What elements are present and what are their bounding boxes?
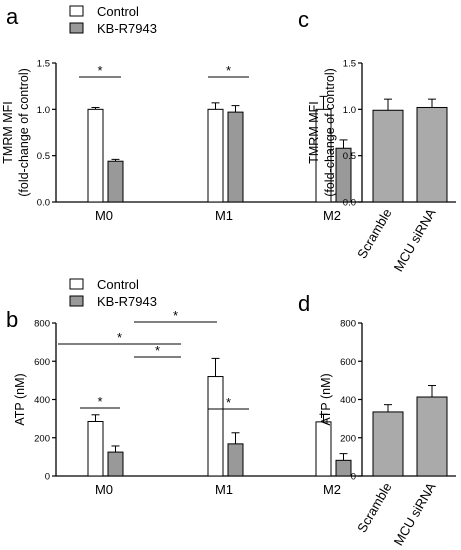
panel-label-a: a [6,4,19,29]
legend-label: Control [97,4,139,19]
y-tick-label: 0.0 [343,198,356,209]
legend-swatch [69,5,84,17]
y-axis-label: TMRM MFI [1,101,15,163]
y-tick-label: 1.0 [343,105,356,116]
x-category-label: MCU siRNA [391,480,439,548]
y-tick-label: 1.5 [343,59,356,70]
y-tick-label: 0.5 [343,151,356,162]
bar [207,108,224,203]
bar [416,106,448,203]
significance-star: * [173,308,178,323]
y-tick-label: 600 [34,357,50,368]
y-tick-label: 0 [351,472,356,483]
bar [107,160,124,203]
y-axis-label: (fold-change of control) [17,68,31,197]
x-category-label: M2 [323,482,341,497]
y-axis-label: ATP (nM) [319,373,333,425]
y-tick-label: 1.0 [37,105,50,116]
panel-label-c: c [298,7,309,32]
x-category-label: M1 [215,482,233,497]
bar [87,420,104,477]
x-category-label: M2 [323,208,341,223]
x-category-label: M0 [95,208,113,223]
y-axis-label: ATP (nM) [13,373,27,425]
y-tick-label: 0.5 [37,151,50,162]
legend-swatch [69,22,84,34]
significance-star: * [226,395,231,410]
chart-c: 0.0 0.5 1.0 1.5 TMRM MFI (fold-change of cont… [307,59,456,274]
bar [227,111,244,203]
x-category-label: M0 [95,482,113,497]
significance-star: * [155,343,160,358]
significance-star: * [117,330,122,345]
significance-star: * [226,63,231,78]
legend-label: KB-R7943 [97,21,157,36]
bar [335,459,352,477]
bar [207,376,224,477]
significance-star: * [97,63,102,78]
legend-label: KB-R7943 [97,294,157,309]
panel-label-b: b [6,307,18,332]
y-tick-label: 600 [340,357,356,368]
y-tick-label: 0.0 [37,198,50,209]
x-category-label: Scramble [354,206,394,261]
x-category-label: M1 [215,208,233,223]
y-axis-label: (fold-change of control) [323,68,337,197]
chart-b: 0 200 400 600 800 ATP (nM) M0 M1 M2 Control KB-R79… [13,277,362,497]
bar [372,411,404,477]
x-category-label: Scramble [354,480,394,535]
y-tick-label: 800 [340,319,356,330]
bar [107,451,124,477]
y-axis-label: TMRM MFI [307,101,321,163]
bar [227,443,244,477]
legend-swatch [69,295,84,307]
bar [87,108,104,203]
y-tick-label: 1.5 [37,59,50,70]
panel-label-d: d [298,291,310,316]
bar [372,109,404,203]
y-tick-label: 200 [34,433,50,444]
legend-swatch [69,278,84,290]
bar [315,421,332,477]
significance-star: * [97,394,102,409]
bar [416,396,448,477]
y-tick-label: 200 [340,433,356,444]
y-tick-label: 400 [34,395,50,406]
y-tick-label: 800 [34,319,50,330]
y-tick-label: 400 [340,395,356,406]
legend-label: Control [97,277,139,292]
y-tick-label: 0 [45,472,50,483]
x-category-label: MCU siRNA [391,206,439,274]
